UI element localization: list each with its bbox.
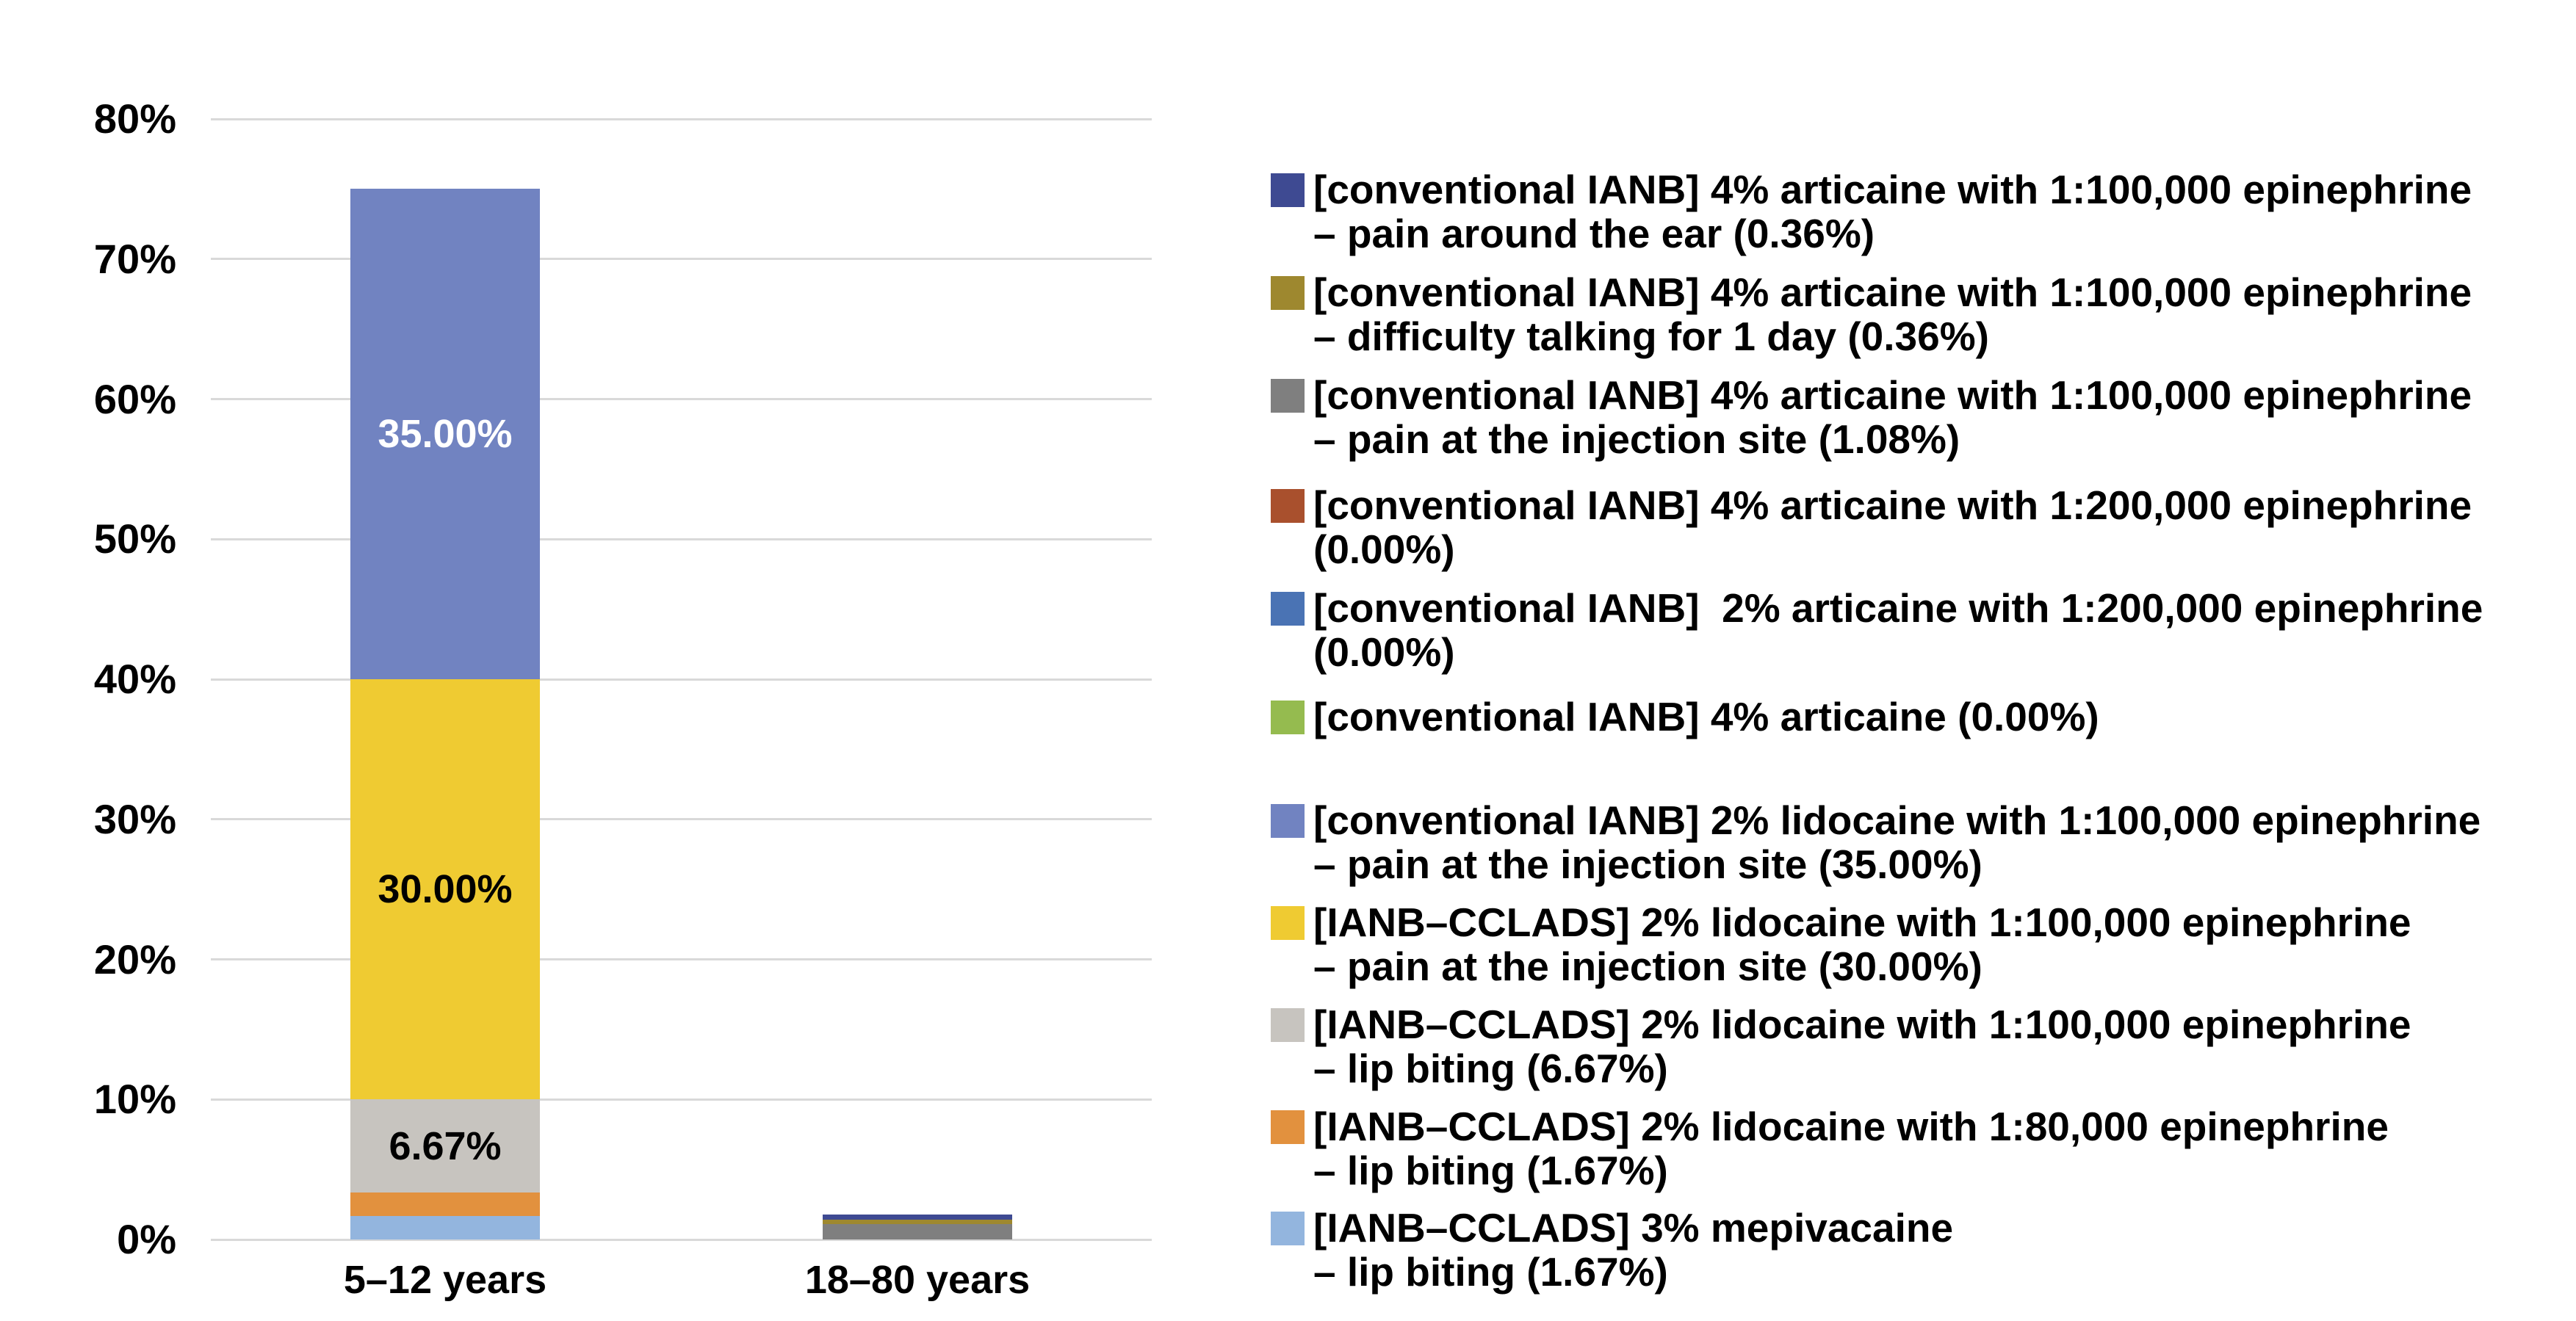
legend-color-swatch bbox=[1271, 489, 1305, 523]
legend-color-swatch bbox=[1271, 276, 1305, 310]
y-axis-tick-label: 40% bbox=[93, 656, 176, 702]
segment-data-label: 35.00% bbox=[378, 411, 513, 456]
legend-color-swatch bbox=[1271, 906, 1305, 940]
bar-segment: 35.00% bbox=[350, 189, 540, 679]
gridline-30 bbox=[211, 818, 1152, 821]
legend-item-label: [IANB–CCLADS] 3% mepivacaine – lip biting… bbox=[1313, 1205, 1954, 1295]
legend-color-swatch bbox=[1271, 173, 1305, 207]
legend-item-label: [conventional IANB] 4% articaine (0.00%) bbox=[1313, 694, 2099, 739]
y-axis-tick-label: 70% bbox=[93, 235, 176, 282]
legend-item-label: [IANB–CCLADS] 2% lidocaine with 1:100,00… bbox=[1313, 1002, 2411, 1091]
legend-item-label: [conventional IANB] 4% articaine with 1:… bbox=[1313, 269, 2472, 359]
y-axis-tick-label: 50% bbox=[93, 515, 176, 562]
x-axis-label-18-80-years: 18–80 years bbox=[804, 1258, 1031, 1302]
legend-item-label: [conventional IANB] 4% articaine with 1:… bbox=[1313, 482, 2472, 572]
bar-segment: 6.67% bbox=[350, 1099, 540, 1193]
legend-item-label: [conventional IANB] 2% lidocaine with 1:… bbox=[1313, 797, 2481, 887]
y-axis-tick-label: 30% bbox=[93, 795, 176, 842]
bar-segment: 30.00% bbox=[350, 678, 540, 1100]
bar-segment bbox=[823, 1219, 1012, 1225]
gridline-60 bbox=[211, 398, 1152, 400]
legend-color-swatch bbox=[1271, 379, 1305, 413]
legend-color-swatch bbox=[1271, 804, 1305, 838]
legend-item-label: [conventional IANB] 4% articaine with 1:… bbox=[1313, 167, 2472, 256]
gridline-0 bbox=[211, 1238, 1152, 1241]
legend-item-label: [conventional IANB] 4% articaine with 1:… bbox=[1313, 372, 2472, 462]
y-axis-tick-label: 80% bbox=[93, 95, 176, 142]
y-axis-tick-label: 60% bbox=[93, 375, 176, 422]
gridline-20 bbox=[211, 958, 1152, 960]
bar-segment bbox=[823, 1214, 1012, 1220]
segment-data-label: 30.00% bbox=[378, 866, 513, 911]
bar-segment bbox=[350, 1216, 540, 1239]
gridline-70 bbox=[211, 258, 1152, 261]
legend-item-label: [conventional IANB] 2% articaine with 1:… bbox=[1313, 585, 2483, 675]
bar-segment bbox=[350, 1192, 540, 1217]
y-axis-tick-label: 20% bbox=[93, 935, 176, 982]
gridline-40 bbox=[211, 678, 1152, 681]
legend-color-swatch bbox=[1271, 1110, 1305, 1144]
gridline-10 bbox=[211, 1098, 1152, 1101]
y-axis-tick-label: 10% bbox=[93, 1076, 176, 1123]
legend-color-swatch bbox=[1271, 1008, 1305, 1042]
gridline-50 bbox=[211, 538, 1152, 540]
legend-color-swatch bbox=[1271, 1212, 1305, 1245]
bar-segment bbox=[823, 1224, 1012, 1239]
legend-item-label: [IANB–CCLADS] 2% lidocaine with 1:100,00… bbox=[1313, 900, 2411, 989]
legend-color-swatch bbox=[1271, 592, 1305, 626]
segment-data-label: 6.67% bbox=[389, 1123, 502, 1168]
legend-item-label: [IANB–CCLADS] 2% lidocaine with 1:80,000… bbox=[1313, 1104, 2389, 1193]
x-axis-label-5-12-years: 5–12 years bbox=[343, 1258, 547, 1302]
legend-color-swatch bbox=[1271, 701, 1305, 734]
gridline-80 bbox=[211, 117, 1152, 120]
y-axis-tick-label: 0% bbox=[117, 1216, 176, 1262]
